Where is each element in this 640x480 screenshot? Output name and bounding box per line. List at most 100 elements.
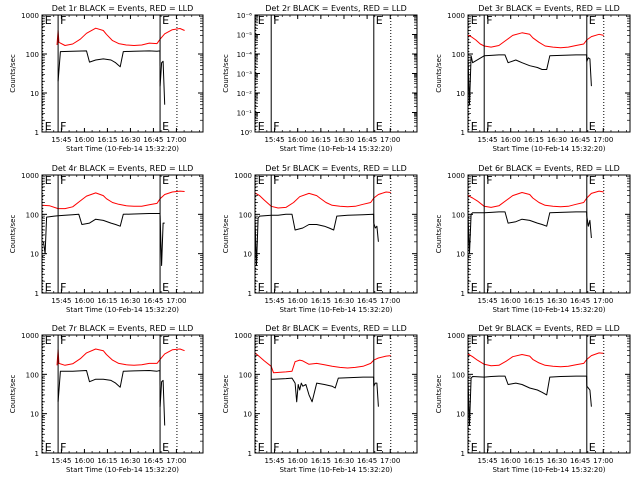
time-marker-label-top: E bbox=[258, 174, 265, 187]
x-tick-label: 16:15 bbox=[97, 457, 117, 465]
time-marker-label-top: E bbox=[471, 334, 478, 347]
time-marker-label-bottom: E bbox=[258, 281, 265, 294]
y-tick-label: 10 bbox=[456, 411, 465, 419]
y-tick-label: 10⁻⁵ bbox=[237, 32, 253, 40]
x-tick-label: 16:00 bbox=[288, 457, 308, 465]
y-tick-label: 10⁻⁶ bbox=[237, 12, 253, 20]
x-tick-label: 16:30 bbox=[547, 297, 567, 305]
y-tick-label: 10 bbox=[456, 90, 465, 98]
x-tick-label: 15:45 bbox=[51, 457, 71, 465]
x-tick-label: 17:00 bbox=[593, 136, 613, 144]
x-tick-label: 16:30 bbox=[334, 136, 354, 144]
time-marker-label-top: F bbox=[486, 14, 492, 27]
time-marker-label-top: E bbox=[45, 174, 52, 187]
y-axis-label: Counts/sec bbox=[9, 54, 17, 93]
x-axis-label: Start Time (10-Feb-14 15:32:20) bbox=[492, 145, 605, 153]
x-tick-label: 16:15 bbox=[524, 297, 544, 305]
x-tick-label: 16:45 bbox=[357, 136, 377, 144]
y-tick-label: 10⁻² bbox=[237, 90, 253, 98]
x-tick-label: 15:45 bbox=[264, 136, 284, 144]
time-marker-label-top: E bbox=[376, 14, 383, 27]
x-axis-label: Start Time (10-Feb-14 15:32:20) bbox=[66, 466, 179, 474]
x-axis-label: Start Time (10-Feb-14 15:32:20) bbox=[279, 466, 392, 474]
time-marker-label-top: F bbox=[60, 334, 66, 347]
y-tick-label: 10 bbox=[243, 251, 252, 259]
x-tick-label: 15:45 bbox=[477, 457, 497, 465]
y-tick-label: 100 bbox=[452, 211, 465, 219]
series-line-lld bbox=[41, 190, 185, 210]
time-marker-label-bottom: E bbox=[589, 120, 596, 133]
y-axis-label: Counts/sec bbox=[9, 375, 17, 414]
chart-panel-1: Det 1r BLACK = Events, RED = LLD Counts/s… bbox=[9, 4, 204, 153]
x-tick-label: 16:30 bbox=[547, 457, 567, 465]
chart-panel-3: Det 3r BLACK = Events, RED = LLD Counts/s… bbox=[435, 4, 631, 153]
x-tick-label: 16:30 bbox=[120, 297, 140, 305]
time-marker-label-bottom: E bbox=[589, 281, 596, 294]
x-tick-label: 16:00 bbox=[501, 457, 521, 465]
time-marker-label-bottom: F bbox=[60, 120, 66, 133]
time-marker-label-bottom: E bbox=[471, 281, 478, 294]
y-axis-label: Counts/sec bbox=[222, 375, 230, 414]
chart-panel-8: Det 8r BLACK = Events, RED = LLD Counts/s… bbox=[222, 324, 418, 474]
time-marker-label-top: E bbox=[162, 174, 169, 187]
x-tick-label: 16:45 bbox=[570, 457, 590, 465]
y-tick-label: 1 bbox=[35, 129, 39, 137]
y-tick-label: 10 bbox=[456, 251, 465, 259]
time-marker-label-bottom: F bbox=[273, 441, 279, 454]
y-tick-label: 10 bbox=[30, 251, 39, 259]
x-tick-label: 16:00 bbox=[501, 136, 521, 144]
series-line-lld bbox=[467, 190, 604, 208]
chart-title: Det 1r BLACK = Events, RED = LLD bbox=[52, 4, 194, 13]
x-axis-label: Start Time (10-Feb-14 15:32:20) bbox=[279, 145, 392, 153]
time-marker-label-bottom: F bbox=[273, 120, 279, 133]
time-marker-label-top: E bbox=[589, 174, 596, 187]
chart-panel-5: Det 5r BLACK = Events, RED = LLD Counts/s… bbox=[222, 164, 418, 314]
y-tick-label: 10⁻⁴ bbox=[237, 51, 253, 59]
time-marker-label-top: F bbox=[60, 14, 66, 27]
time-marker-label-bottom: F bbox=[273, 281, 279, 294]
x-tick-label: 16:00 bbox=[74, 297, 94, 305]
y-axis-label: Counts/sec bbox=[9, 215, 17, 254]
x-tick-label: 16:45 bbox=[143, 457, 163, 465]
time-marker-label-top: E bbox=[376, 334, 383, 347]
x-tick-label: 17:00 bbox=[593, 297, 613, 305]
chart-title: Det 6r BLACK = Events, RED = LLD bbox=[478, 164, 620, 173]
x-tick-label: 15:45 bbox=[264, 297, 284, 305]
x-tick-label: 16:45 bbox=[143, 297, 163, 305]
series-line-lld bbox=[254, 191, 391, 209]
chart-title: Det 7r BLACK = Events, RED = LLD bbox=[52, 324, 194, 333]
x-tick-label: 17:00 bbox=[166, 457, 186, 465]
chart-title: Det 5r BLACK = Events, RED = LLD bbox=[265, 164, 407, 173]
y-tick-label: 10⁰ bbox=[240, 129, 252, 137]
series-line-lld bbox=[56, 348, 185, 366]
x-tick-label: 16:00 bbox=[74, 457, 94, 465]
x-tick-label: 16:30 bbox=[120, 136, 140, 144]
x-tick-label: 16:15 bbox=[311, 297, 331, 305]
time-marker-label-top: F bbox=[273, 174, 279, 187]
time-marker-label-bottom: E bbox=[376, 120, 383, 133]
y-tick-label: 10⁻¹ bbox=[237, 110, 253, 118]
time-marker-label-bottom: F bbox=[60, 441, 66, 454]
y-axis-label: Counts/sec bbox=[435, 375, 443, 414]
y-tick-label: 100 bbox=[452, 51, 465, 59]
y-tick-label: 1 bbox=[35, 290, 39, 298]
x-tick-label: 16:30 bbox=[120, 457, 140, 465]
x-tick-label: 16:15 bbox=[311, 457, 331, 465]
time-marker-label-bottom: E bbox=[45, 441, 52, 454]
time-marker-label-top: F bbox=[486, 174, 492, 187]
x-tick-label: 16:45 bbox=[357, 297, 377, 305]
time-marker-label-bottom: E bbox=[162, 441, 169, 454]
time-marker-label-top: E bbox=[589, 334, 596, 347]
x-tick-label: 16:00 bbox=[288, 297, 308, 305]
time-marker-label-top: E bbox=[471, 174, 478, 187]
y-tick-label: 10 bbox=[243, 411, 252, 419]
series-line-lld bbox=[467, 32, 604, 49]
x-axis-label: Start Time (10-Feb-14 15:32:20) bbox=[492, 306, 605, 314]
chart-panel-7: Det 7r BLACK = Events, RED = LLD Counts/s… bbox=[9, 324, 204, 474]
y-tick-label: 1000 bbox=[447, 12, 465, 20]
y-tick-label: 100 bbox=[26, 371, 39, 379]
time-marker-label-bottom: E bbox=[589, 441, 596, 454]
y-tick-label: 100 bbox=[26, 51, 39, 59]
y-axis-label: Counts/sec bbox=[435, 215, 443, 254]
